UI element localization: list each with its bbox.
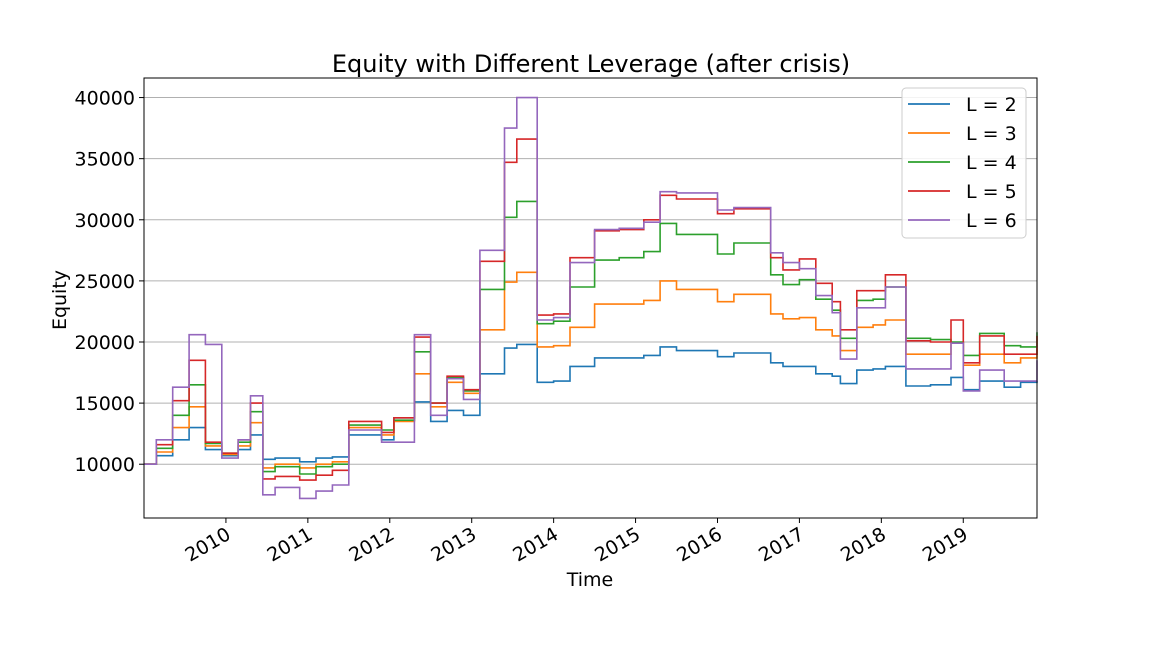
y-tick-label: 35000 [75, 149, 135, 171]
legend-label: L = 2 [966, 94, 1017, 116]
legend-label: L = 4 [966, 152, 1017, 174]
y-axis-label: Equity [49, 270, 71, 330]
series-line-3 [144, 271, 1038, 469]
chart-title: Equity with Different Leverage (after cr… [332, 50, 850, 78]
legend-label: L = 3 [966, 123, 1017, 145]
legend-box [901, 87, 1027, 239]
y-tick-label: 40000 [75, 88, 135, 110]
series-line-2 [144, 343, 1038, 465]
y-tick-label: 25000 [75, 271, 135, 293]
series-lines [144, 96, 1038, 500]
y-tick-label: 10000 [75, 454, 135, 476]
y-tick-label: 15000 [75, 393, 135, 415]
x-axis-label: Time [566, 569, 614, 591]
series-line-6 [144, 96, 1038, 500]
legend-label: L = 5 [966, 181, 1017, 203]
y-tick-label: 30000 [75, 210, 135, 232]
y-axis-ticks: 10000 15000 20000 25000 30000 35000 40000 [75, 88, 144, 476]
legend-label: L = 6 [966, 210, 1017, 232]
y-tick-label: 20000 [75, 332, 135, 354]
legend: L = 2 L = 3 L = 4 L = 5 L = 6 [901, 87, 1027, 239]
plot-frame [143, 77, 1038, 519]
